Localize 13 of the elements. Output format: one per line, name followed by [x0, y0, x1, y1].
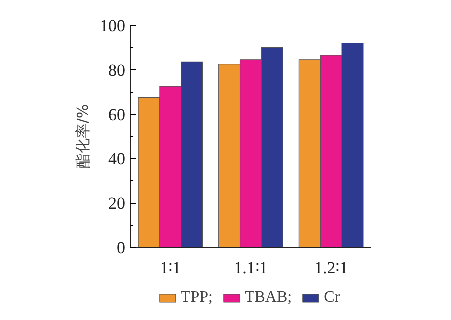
y-tick-label: 40: [108, 150, 126, 169]
y-tick-label: 80: [108, 60, 126, 80]
x-tick-label: 1∶1: [160, 258, 182, 278]
legend-label: TPP;: [180, 289, 213, 307]
x-tick-label: 1.2∶1: [314, 258, 348, 278]
y-tick-label: 0: [117, 238, 126, 258]
y-tick-label: 20: [108, 194, 126, 214]
y-tick-label: 60: [108, 105, 126, 124]
y-tick-label: 100: [100, 16, 126, 36]
y-axis-title: 酯化率/%: [74, 104, 92, 169]
x-tick-label: 1.1∶1: [234, 258, 268, 278]
legend-label: Cr: [324, 289, 342, 307]
legend-label: TBAB;: [244, 289, 292, 307]
